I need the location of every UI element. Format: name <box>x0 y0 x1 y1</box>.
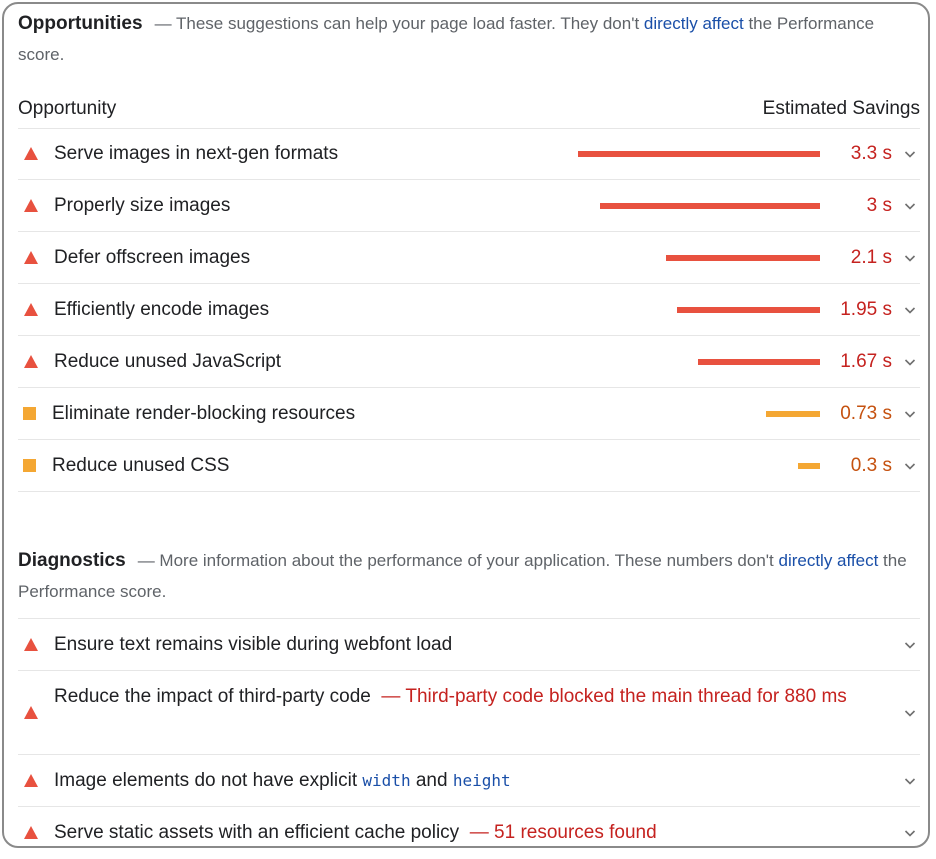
diagnostic-label-wrap: Reduce the impact of third-party code — … <box>54 681 854 712</box>
opportunities-header: Opportunities — These suggestions can hel… <box>18 8 920 70</box>
opportunities-title: Opportunities <box>18 13 143 34</box>
square-icon <box>23 407 36 420</box>
chevron-down-icon[interactable] <box>902 773 918 789</box>
chevron-down-icon[interactable] <box>902 406 918 422</box>
savings-bar <box>600 202 820 209</box>
triangle-icon <box>24 251 38 264</box>
chevron-down-icon[interactable] <box>902 146 918 162</box>
savings-value: 0.73 s <box>840 402 892 424</box>
column-estimated-savings: Estimated Savings <box>762 97 920 119</box>
savings-value: 0.3 s <box>850 454 892 476</box>
savings-bar <box>698 358 820 365</box>
diagnostic-row[interactable]: Image elements do not have explicit widt… <box>18 755 920 807</box>
diagnostic-row[interactable]: Ensure text remains visible during webfo… <box>18 619 920 671</box>
diagnostics-description: — More information about the performance… <box>137 551 779 570</box>
diagnostic-label: Image elements do not have explicit <box>54 770 363 791</box>
opportunities-column-header: Opportunity Estimated Savings <box>18 89 920 129</box>
report-panel: Opportunities — These suggestions can hel… <box>2 2 930 848</box>
square-icon <box>23 459 36 472</box>
opportunity-row[interactable]: Reduce unused JavaScript 1.67 s <box>18 336 920 388</box>
opportunity-row[interactable]: Properly size images 3 s <box>18 180 920 232</box>
savings-value: 3 s <box>866 194 892 216</box>
opportunity-label: Reduce unused CSS <box>52 454 230 476</box>
chevron-down-icon[interactable] <box>902 250 918 266</box>
triangle-icon <box>24 355 38 368</box>
chevron-down-icon[interactable] <box>902 705 918 721</box>
diagnostics-list: Ensure text remains visible during webfo… <box>18 618 920 859</box>
opportunities-description-end: the Performance score. <box>18 14 875 64</box>
opportunity-label: Reduce unused JavaScript <box>54 350 282 372</box>
triangle-icon <box>24 774 38 787</box>
diagnostic-label-mid: and <box>410 770 453 791</box>
chevron-down-icon[interactable] <box>902 302 918 318</box>
savings-bar <box>677 306 820 313</box>
diagnostic-label: Reduce the impact of third-party code <box>54 686 371 707</box>
diagnostics-title: Diagnostics <box>18 550 126 571</box>
savings-value: 1.67 s <box>840 350 892 372</box>
diagnostic-label-wrap: Image elements do not have explicit widt… <box>54 765 511 796</box>
diagnostic-label: Ensure text remains visible during webfo… <box>54 634 453 655</box>
savings-bar <box>766 410 820 417</box>
opportunity-label: Defer offscreen images <box>54 246 251 268</box>
opportunity-row[interactable]: Reduce unused CSS 0.3 s <box>18 440 920 492</box>
diagnostic-detail: — 51 resources found <box>469 822 657 843</box>
diagnostic-row[interactable]: Reduce the impact of third-party code — … <box>18 671 920 755</box>
column-opportunity: Opportunity <box>18 97 117 119</box>
code-height: height <box>452 771 511 790</box>
opportunity-label: Properly size images <box>54 194 231 216</box>
opportunity-row[interactable]: Defer offscreen images 2.1 s <box>18 232 920 284</box>
opportunity-row[interactable]: Serve images in next-gen formats 3.3 s <box>18 128 920 180</box>
chevron-down-icon[interactable] <box>902 458 918 474</box>
diagnostic-detail: — Third-party code blocked the main thre… <box>381 686 847 707</box>
opportunity-row[interactable]: Eliminate render-blocking resources 0.73… <box>18 388 920 440</box>
code-width: width <box>362 771 411 790</box>
triangle-icon <box>24 303 38 316</box>
diagnostic-row[interactable]: Serve static assets with an efficient ca… <box>18 807 920 859</box>
diagnostic-label: Serve static assets with an efficient ca… <box>54 822 460 843</box>
chevron-down-icon[interactable] <box>902 637 918 653</box>
chevron-down-icon[interactable] <box>902 354 918 370</box>
opportunity-label: Eliminate render-blocking resources <box>52 402 356 424</box>
triangle-icon <box>24 199 38 212</box>
triangle-icon <box>24 147 38 160</box>
chevron-down-icon[interactable] <box>902 198 918 214</box>
opportunity-label: Efficiently encode images <box>54 298 270 320</box>
savings-value: 2.1 s <box>850 246 892 268</box>
opportunities-list: Serve images in next-gen formats 3.3 s P… <box>18 128 920 492</box>
savings-bar <box>666 254 820 261</box>
triangle-icon <box>24 638 38 651</box>
diagnostics-description-end: the Performance score. <box>18 551 907 601</box>
chevron-down-icon[interactable] <box>902 825 918 841</box>
directly-affect-link[interactable]: directly affect <box>778 551 879 570</box>
directly-affect-link[interactable]: directly affect <box>643 14 744 33</box>
savings-bar <box>578 150 820 157</box>
triangle-icon <box>24 706 38 719</box>
diagnostics-header: Diagnostics — More information about the … <box>18 545 920 607</box>
triangle-icon <box>24 826 38 839</box>
opportunity-label: Serve images in next-gen formats <box>54 142 339 164</box>
savings-bar <box>798 462 820 469</box>
diagnostic-label-wrap: Serve static assets with an efficient ca… <box>54 817 657 848</box>
opportunities-description: — These suggestions can help your page l… <box>154 14 644 33</box>
savings-value: 1.95 s <box>840 298 892 320</box>
savings-value: 3.3 s <box>850 142 892 164</box>
opportunity-row[interactable]: Efficiently encode images 1.95 s <box>18 284 920 336</box>
